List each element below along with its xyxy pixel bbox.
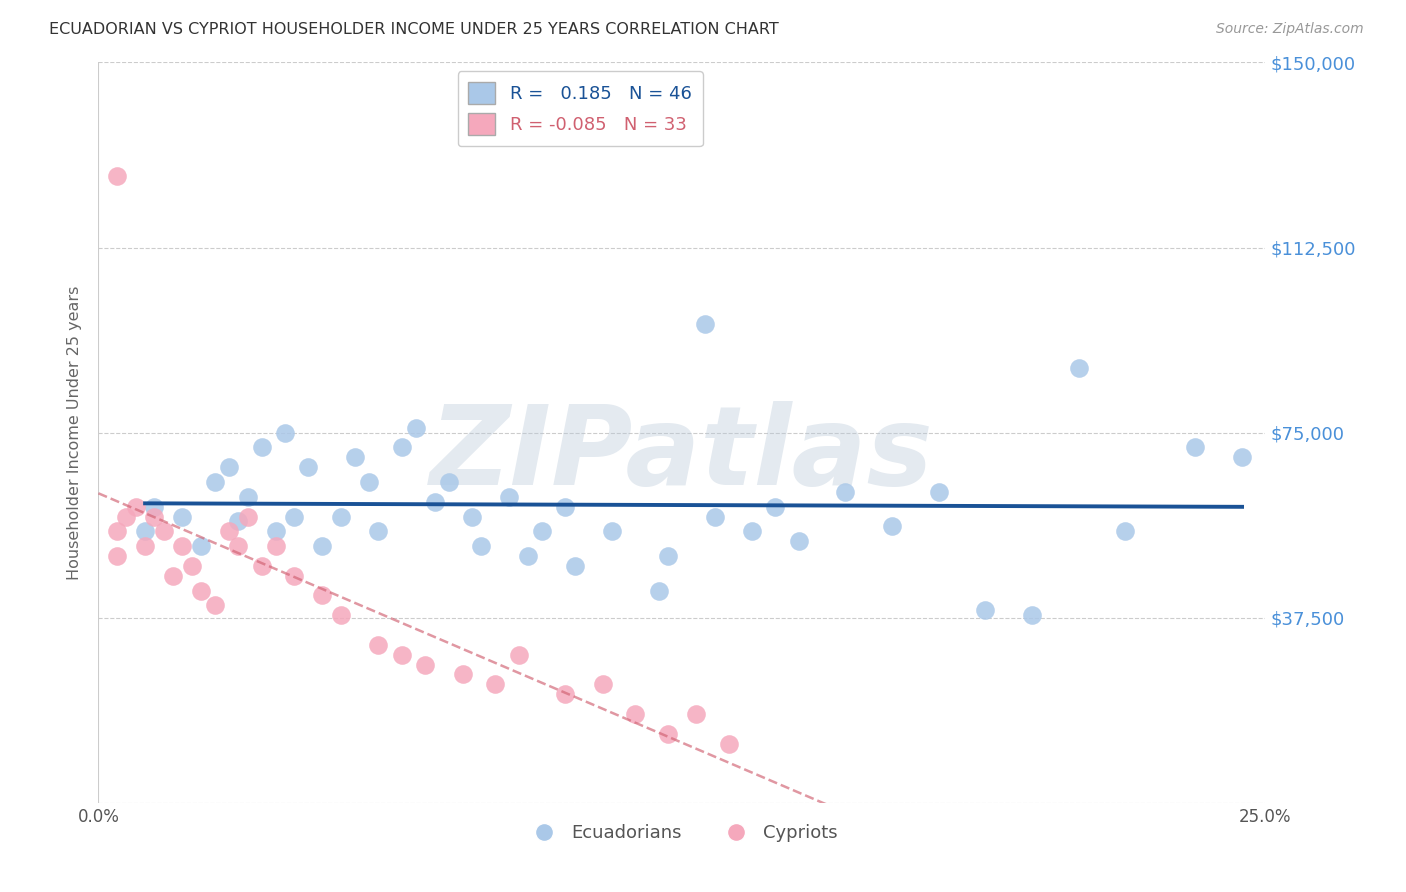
Point [657, 727, 679, 741]
Text: ZIPatlas: ZIPatlas [430, 401, 934, 508]
Point [359, 475, 381, 489]
Point [451, 667, 474, 681]
Point [498, 490, 520, 504]
Point [695, 317, 717, 331]
Point [250, 441, 273, 455]
Point [437, 475, 460, 489]
Point [344, 450, 367, 465]
Text: Source: ZipAtlas.com: Source: ZipAtlas.com [1216, 22, 1364, 37]
Point [134, 539, 156, 553]
Point [105, 524, 128, 539]
Point [311, 589, 333, 603]
Point [624, 706, 647, 721]
Point [391, 441, 413, 455]
Point [564, 558, 586, 573]
Point [685, 706, 707, 721]
Point [274, 425, 297, 440]
Point [592, 677, 614, 691]
Point [162, 568, 184, 582]
Point [190, 583, 212, 598]
Point [413, 657, 436, 672]
Point [1230, 450, 1253, 465]
Point [1021, 608, 1043, 623]
Point [283, 509, 305, 524]
Point [367, 524, 389, 539]
Point [741, 524, 763, 539]
Point [311, 539, 333, 553]
Point [703, 509, 725, 524]
Point [470, 539, 492, 553]
Point [787, 534, 810, 549]
Point [283, 568, 305, 582]
Point [115, 509, 138, 524]
Text: ECUADORIAN VS CYPRIOT HOUSEHOLDER INCOME UNDER 25 YEARS CORRELATION CHART: ECUADORIAN VS CYPRIOT HOUSEHOLDER INCOME… [49, 22, 779, 37]
Point [530, 524, 553, 539]
Point [105, 549, 128, 563]
Point [600, 524, 623, 539]
Point [1067, 361, 1090, 376]
Point [330, 608, 353, 623]
Point [105, 169, 128, 183]
Point [218, 524, 240, 539]
Point [516, 549, 538, 563]
Point [330, 509, 353, 524]
Point [250, 558, 273, 573]
Point [190, 539, 212, 553]
Point [143, 500, 166, 514]
Point [228, 515, 250, 529]
Point [974, 603, 997, 617]
Point [152, 524, 174, 539]
Point [180, 558, 202, 573]
Point [880, 519, 903, 533]
Point [647, 583, 669, 598]
Point [236, 490, 259, 504]
Point [125, 500, 148, 514]
Point [423, 494, 446, 508]
Point [834, 484, 856, 499]
Point [554, 500, 576, 514]
Point [1114, 524, 1136, 539]
Point [143, 509, 166, 524]
Point [134, 524, 156, 539]
Point [172, 509, 194, 524]
Y-axis label: Householder Income Under 25 years: Householder Income Under 25 years [67, 285, 83, 580]
Point [928, 484, 950, 499]
Point [391, 648, 413, 662]
Point [218, 460, 240, 475]
Point [228, 539, 250, 553]
Point [204, 475, 226, 489]
Point [264, 524, 287, 539]
Point [367, 638, 389, 652]
Point [763, 500, 786, 514]
Point [1184, 441, 1206, 455]
Point [461, 509, 484, 524]
Point [204, 599, 226, 613]
Point [405, 420, 427, 434]
Point [297, 460, 319, 475]
Point [172, 539, 194, 553]
Point [484, 677, 506, 691]
Point [554, 687, 576, 701]
Point [508, 648, 530, 662]
Legend: Ecuadorians, Cypriots: Ecuadorians, Cypriots [519, 817, 845, 849]
Point [236, 509, 259, 524]
Point [264, 539, 287, 553]
Point [717, 737, 740, 751]
Point [657, 549, 679, 563]
